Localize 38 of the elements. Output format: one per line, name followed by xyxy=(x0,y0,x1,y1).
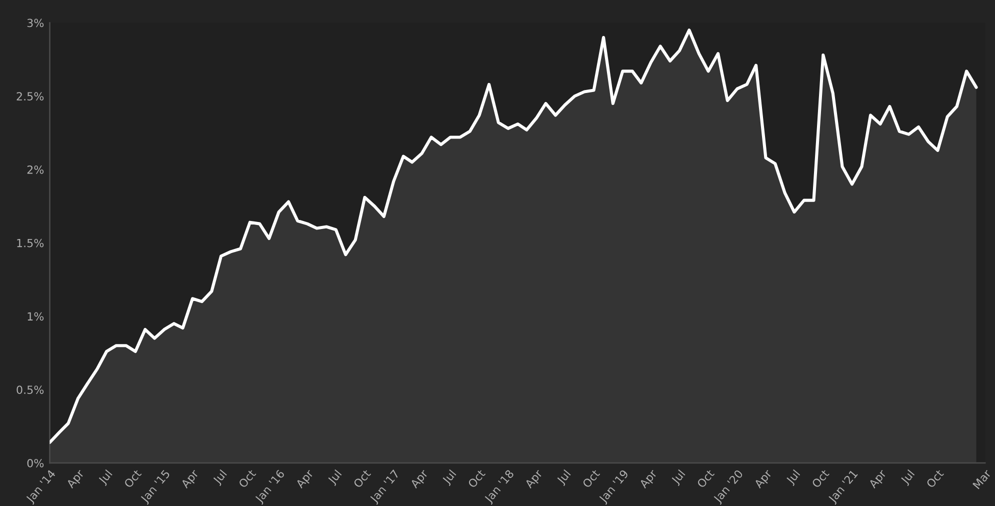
x-tick-label: Apr xyxy=(638,468,660,490)
y-tick-label: 3% xyxy=(27,18,44,28)
x-tick-label: Oct xyxy=(238,468,256,488)
x-tick-label: Jan '14 xyxy=(25,469,58,505)
x-tick-label: Jul xyxy=(900,469,916,486)
x-tick-label: Apr xyxy=(754,468,774,490)
x-tick-label: Jan '16 xyxy=(254,469,287,505)
x-tick-label: Jul xyxy=(556,469,572,486)
y-tick-label: 1% xyxy=(28,312,44,321)
x-tick-label: Oct xyxy=(696,468,715,488)
x-tick-label: Jan '18 xyxy=(484,469,516,505)
x-tick-label: Jan '19 xyxy=(598,469,630,505)
x-tick-label: Jul xyxy=(670,469,687,486)
x-tick-label: Jul xyxy=(212,469,229,486)
x-tick-label: Apr xyxy=(180,468,201,490)
y-tick-label: 2% xyxy=(27,165,44,174)
x-tick-label: Jul xyxy=(441,469,458,486)
x-tick-label: Jan '20 xyxy=(712,469,745,505)
x-tick-label: Jul xyxy=(98,469,114,486)
x-tick-label: Oct xyxy=(926,468,944,488)
y-tick-label: 0% xyxy=(27,458,44,468)
x-tick-label: Oct xyxy=(811,468,830,488)
x-tick-label: Oct xyxy=(124,468,142,488)
x-tick-label: Apr xyxy=(66,468,86,490)
x-tick-label: Oct xyxy=(467,468,486,488)
y-tick-label: 0.5% xyxy=(16,386,44,394)
x-tick-label: Jan '17 xyxy=(369,469,402,505)
y-tick-label: 2.5% xyxy=(16,92,44,101)
x-tick-label: Jan '15 xyxy=(140,470,172,505)
x-tick-label: Apr xyxy=(410,468,430,490)
y-tick-label: 1.5% xyxy=(17,238,44,248)
x-tick-label: Apr xyxy=(868,468,888,490)
x-tick-label: Oct xyxy=(352,468,372,488)
x-tick-label: Oct xyxy=(582,468,600,488)
x-tick-label: Apr xyxy=(295,468,316,490)
x-tick-label: Jul xyxy=(785,469,802,486)
x-tick-label: Jul xyxy=(326,469,344,486)
x-tick-label: Apr xyxy=(524,468,545,490)
